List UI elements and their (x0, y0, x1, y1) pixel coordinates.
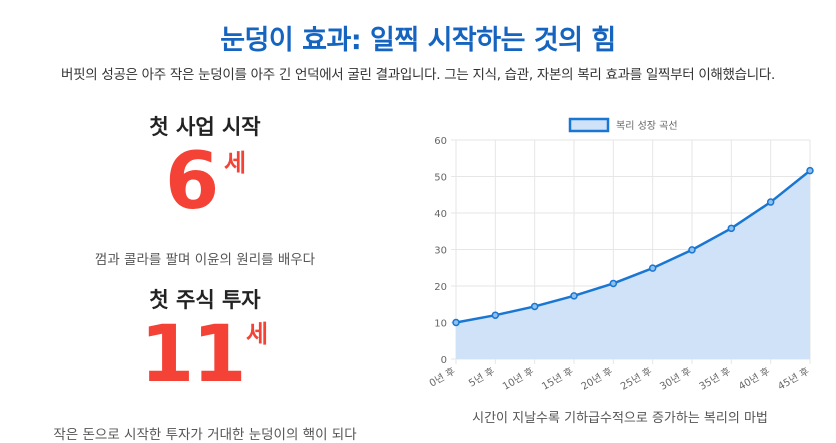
y-tick-label: 0 (441, 355, 447, 366)
legend-label: 복리 성장 곡선 (616, 120, 678, 132)
data-point (688, 246, 696, 254)
x-tick-label: 45년 후 (776, 365, 812, 393)
milestone-description: 껌과 콜라를 팔며 이윤의 원리를 배우다 (94, 252, 316, 268)
series-line (455, 169, 811, 324)
age-number: 11 (140, 310, 247, 400)
series-area (456, 170, 810, 359)
y-tick-label: 20 (434, 282, 447, 293)
y-tick-label: 10 (434, 319, 447, 330)
milestone-description: 작은 돈으로 시작한 투자가 거대한 눈덩이의 핵이 되다 (53, 427, 357, 443)
x-tick-label: 25년 후 (618, 365, 654, 393)
compound-growth-chart: 0 10 20 30 40 50 60 0년 후 5년 후 10년 후 15년 후 20년 후 25년 … (420, 108, 830, 428)
data-point (452, 318, 460, 327)
y-tick-label: 40 (434, 209, 447, 220)
legend-swatch (568, 117, 610, 133)
age-unit: 세 (224, 149, 247, 177)
x-tick-label: 40년 후 (736, 365, 772, 393)
chart-caption: 시간이 지날수록 기하급수적으로 증가하는 복리의 마법 (472, 411, 768, 426)
data-point (648, 264, 657, 272)
milestone-first-stock: 첫 주식 투자 11 세 작은 돈으로 시작한 투자가 거대한 눈덩이의 핵이 … (10, 284, 400, 443)
y-tick-label: 30 (434, 246, 447, 257)
data-point (570, 292, 578, 300)
x-tick-label: 0년 후 (427, 365, 457, 389)
milestone-heading: 첫 주식 투자 (149, 288, 261, 312)
chart-svg: 0 10 20 30 40 50 60 0년 후 5년 후 10년 후 15년 후 20년 후 25년 … (427, 117, 814, 393)
x-tick-label: 15년 후 (540, 365, 576, 393)
milestone-age: 6 세 (10, 137, 400, 236)
page-title: 눈덩이 효과: 일찍 시작하는 것의 힘 (220, 25, 616, 56)
data-point (727, 224, 736, 233)
age-unit: 세 (246, 320, 269, 348)
data-point (530, 302, 539, 311)
y-tick-label: 60 (434, 136, 447, 147)
x-tick-label: 20년 후 (579, 365, 615, 393)
x-tick-label: 30년 후 (658, 365, 694, 393)
age-number: 6 (165, 137, 219, 227)
data-point (491, 311, 500, 319)
x-tick-label: 35년 후 (697, 365, 733, 393)
page-subtitle: 버핏의 성공은 아주 작은 눈덩이를 아주 긴 언덕에서 굴린 결과입니다. 그… (60, 67, 776, 83)
milestone-first-business: 첫 사업 시작 6 세 껌과 콜라를 팔며 이윤의 원리를 배우다 (10, 111, 400, 268)
milestone-age: 11 세 (10, 310, 400, 409)
milestone-heading: 첫 사업 시작 (149, 115, 261, 139)
data-point (806, 166, 814, 175)
data-point (766, 198, 775, 206)
x-tick-label: 5년 후 (467, 365, 497, 389)
x-tick-label: 10년 후 (500, 365, 536, 393)
data-point (609, 279, 618, 288)
y-tick-label: 50 (434, 173, 447, 184)
